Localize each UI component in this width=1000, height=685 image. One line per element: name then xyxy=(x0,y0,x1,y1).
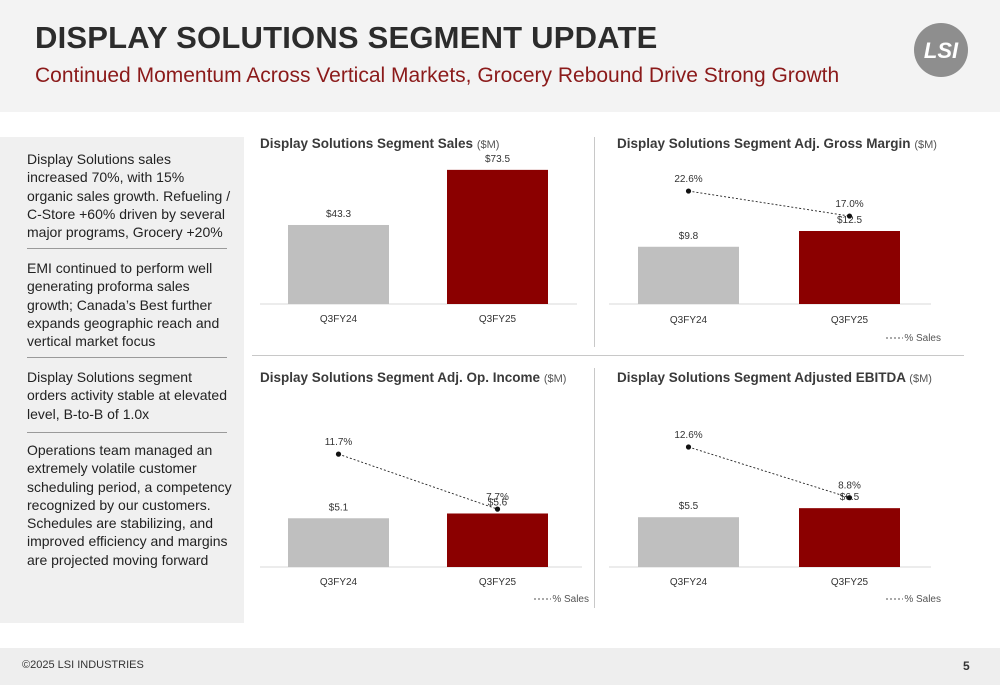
sidebar-bullet-2: EMI continued to perform well generating… xyxy=(27,260,220,350)
bar-q3fy24 xyxy=(288,224,389,304)
pct-sales-line xyxy=(688,190,850,217)
pct-sales-point xyxy=(846,495,853,501)
bar-q3fy24 xyxy=(638,246,739,304)
footer-copyright: ©2025 LSI INDUSTRIES xyxy=(22,659,144,671)
data-label: $9.8 xyxy=(679,231,699,242)
page-subtitle: Continued Momentum Across Vertical Marke… xyxy=(35,64,840,87)
sidebar-divider xyxy=(27,357,227,358)
tick-label: Q3FY24 xyxy=(320,577,358,588)
grid-divider-horizontal xyxy=(252,355,964,356)
chart-title-sales: Display Solutions Segment Sales ($M) xyxy=(260,136,500,151)
pct-sales-label: 22.6% xyxy=(674,174,702,185)
pct-sales-label: 7.7% xyxy=(486,492,509,503)
bar-q3fy25 xyxy=(447,513,548,567)
svg-text:LSI: LSI xyxy=(924,38,959,63)
tick-label: Q3FY25 xyxy=(479,314,517,325)
tick-label: Q3FY25 xyxy=(479,577,517,588)
chart-title-ebitda: Display Solutions Segment Adjusted EBITD… xyxy=(617,370,932,385)
legend-pct-sales: % Sales xyxy=(552,594,589,605)
header-band xyxy=(0,0,1000,112)
footer-band xyxy=(0,648,1000,685)
bar-q3fy25 xyxy=(799,508,900,567)
pct-sales-label: 17.0% xyxy=(835,199,863,210)
page-number: 5 xyxy=(963,659,970,673)
pct-sales-point xyxy=(685,188,692,194)
grid-divider-vertical-bottom xyxy=(594,368,595,608)
bar-q3fy25 xyxy=(799,231,900,304)
pct-sales-point xyxy=(494,506,501,512)
tick-label: Q3FY24 xyxy=(670,315,708,326)
sidebar-divider xyxy=(27,432,227,433)
pct-sales-line xyxy=(338,453,498,510)
sidebar-bullet-1: Display Solutions sales increased 70%, w… xyxy=(27,151,231,241)
bar-q3fy24 xyxy=(288,518,389,567)
lsi-logo: LSI xyxy=(914,23,968,77)
sidebar-bullet-4: Operations team managed an extremely vol… xyxy=(27,442,232,568)
tick-label: Q3FY24 xyxy=(670,577,708,588)
chart-title-op-income: Display Solutions Segment Adj. Op. Incom… xyxy=(260,370,567,385)
pct-sales-label: 12.6% xyxy=(674,430,702,441)
sidebar-divider xyxy=(27,248,227,249)
chart-sales: $43.3 Q3FY24 $73.5 Q3FY25 xyxy=(260,154,577,325)
bar-q3fy25 xyxy=(447,169,548,304)
pct-sales-line xyxy=(688,446,850,499)
pct-sales-point xyxy=(685,444,692,450)
sidebar-bullet-3: Display Solutions segment orders activit… xyxy=(27,369,227,422)
grid-divider-vertical-top xyxy=(594,137,595,347)
tick-label: Q3FY24 xyxy=(320,314,358,325)
data-label: $5.6 xyxy=(488,497,508,508)
pct-sales-point xyxy=(335,451,342,457)
pct-sales-label: 11.7% xyxy=(325,437,353,448)
data-label: $12.5 xyxy=(837,215,862,226)
legend-pct-sales: % Sales xyxy=(904,594,941,605)
chart-title-gross-margin: Display Solutions Segment Adj. Gross Mar… xyxy=(617,136,937,151)
tick-label: Q3FY25 xyxy=(831,315,869,326)
chart-op-income: $5.1 Q3FY24 $5.6 Q3FY25 11.7% 7.7% % Sales xyxy=(260,437,589,605)
page-title: DISPLAY SOLUTIONS SEGMENT UPDATE xyxy=(35,20,658,55)
data-label: $73.5 xyxy=(485,154,510,165)
sidebar-panel: Display Solutions sales increased 70%, w… xyxy=(0,137,244,623)
legend-pct-sales: % Sales xyxy=(904,333,941,344)
tick-label: Q3FY25 xyxy=(831,577,869,588)
bar-q3fy24 xyxy=(638,517,739,567)
data-label: $5.5 xyxy=(679,501,699,512)
data-label: $5.1 xyxy=(329,502,349,513)
pct-sales-point xyxy=(846,213,853,219)
pct-sales-label: 8.8% xyxy=(838,481,861,492)
chart-gross-margin: $9.8 Q3FY24 $12.5 Q3FY25 22.6% 17.0% % Sales xyxy=(609,174,941,344)
data-label: $43.3 xyxy=(326,209,351,220)
